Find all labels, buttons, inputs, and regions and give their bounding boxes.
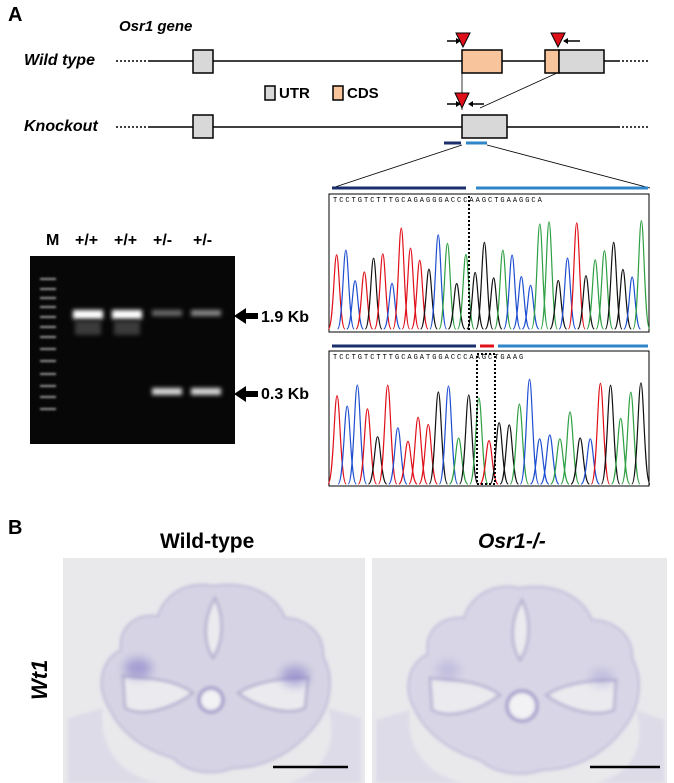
trace-peak	[367, 436, 388, 485]
chromatograms	[327, 186, 651, 487]
gel-image	[30, 256, 235, 444]
wt-exon3-cds	[544, 49, 560, 74]
trace-peak	[355, 271, 374, 330]
zoom-line-right	[486, 144, 651, 189]
trace-peak	[540, 221, 558, 330]
trace-peak	[580, 438, 600, 485]
panel-a-letter: A	[8, 4, 23, 26]
top-traces	[327, 220, 651, 330]
trace-peak	[567, 222, 586, 330]
wt-primer-f-1-head	[456, 38, 461, 44]
trace-peak	[337, 405, 357, 485]
trace-peak	[550, 438, 570, 485]
ko-exon1-utr	[192, 114, 214, 139]
trace-peak	[519, 378, 540, 485]
trace-peak	[509, 403, 530, 485]
gel-band-lane1-large	[73, 310, 103, 319]
knockout-label: Knockout	[24, 118, 98, 135]
gel-band-lane3-large	[152, 310, 182, 316]
wt-exon1-utr	[192, 49, 214, 74]
trace-peak	[346, 280, 364, 330]
row-label-wt1: Wt1	[27, 659, 52, 700]
ko-primer-r-head	[468, 101, 473, 107]
tissue-ko	[376, 585, 664, 783]
trace-peak	[418, 423, 438, 485]
legend-cds-swatch	[332, 85, 344, 101]
ko-cut-site	[454, 92, 470, 110]
trace-peak	[466, 271, 485, 330]
trace-peak	[521, 284, 540, 330]
trace-peak	[558, 257, 577, 330]
trace-peak	[378, 384, 398, 485]
gel-band-lane4-small	[191, 388, 221, 395]
bottom-sequence: TCCTGTCTTTGCAGATGGACCCAAGCTGAAG	[333, 354, 526, 362]
gel-lane-2-label: +/+	[114, 232, 138, 249]
gel-ladder	[40, 278, 56, 410]
gene-name: Osr1 gene	[119, 18, 193, 35]
trace-peak	[448, 437, 469, 485]
section-image-wild-type	[63, 558, 365, 783]
trace-peak	[484, 277, 503, 330]
gel-background	[30, 256, 235, 444]
trace-peak	[383, 282, 401, 330]
trace-peak	[631, 382, 651, 485]
tissue-wt	[68, 583, 361, 783]
trace-peak	[479, 440, 499, 485]
gel-marker-label: M	[46, 232, 60, 249]
bottom-traces	[327, 378, 651, 485]
gel-lane-4-label: +/-	[193, 232, 213, 249]
section-image-osr1-ko	[372, 558, 667, 783]
trace-peak	[438, 385, 459, 485]
wt1-stain-wt	[124, 658, 309, 686]
trace-peak	[529, 438, 550, 485]
trace-peak	[499, 424, 519, 485]
trace-peak	[398, 440, 418, 485]
gene-structure-diagram	[116, 32, 651, 189]
column-title-wild-type: Wild-type	[160, 530, 255, 553]
trace-peak	[447, 282, 466, 330]
trace-peak	[438, 242, 457, 330]
gel-lane-1-label: +/+	[75, 232, 99, 249]
ko-primer-f-head	[456, 101, 461, 107]
trace-peak	[623, 276, 642, 330]
band-label-small: 0.3 Kb	[261, 386, 310, 403]
wt1-stain-ko	[436, 661, 614, 687]
gel-lane-3-label: +/-	[153, 232, 173, 249]
legend-utr-label: UTR	[279, 85, 310, 102]
trace-peak	[469, 397, 489, 485]
wt-exon3-utr	[558, 49, 605, 74]
band-label-large: 1.9 Kb	[261, 309, 310, 326]
zoom-line-left	[331, 144, 463, 189]
arrow-1-9kb	[234, 308, 258, 324]
legend-cds-label: CDS	[347, 85, 379, 102]
wild-type-label: Wild type	[24, 52, 95, 69]
band-arrows	[234, 308, 258, 402]
wt-exon2-cds	[461, 49, 503, 74]
gel-smear-lane1	[75, 321, 101, 335]
trace-peak	[549, 279, 568, 330]
gel-smear-lane2	[114, 321, 140, 335]
trace-peak	[420, 268, 438, 330]
top-sequence: TCCTGTCTTTGCAGAGGGACCCAAGCTGAAGGCA	[333, 197, 544, 205]
ko-fused-exon	[461, 114, 508, 139]
wt-cut-site-2	[550, 32, 566, 49]
arrow-0-3kb	[234, 386, 258, 402]
legend-utr-swatch	[264, 85, 276, 101]
column-title-osr1-ko: Osr1-/-	[478, 530, 546, 553]
gel-band-lane3-small	[152, 388, 182, 395]
trace-peak	[610, 417, 631, 485]
trace-peak	[632, 220, 651, 330]
wt-cut-site-1	[455, 32, 471, 49]
connector-2	[479, 72, 558, 109]
gel-band-lane2-large	[112, 310, 142, 319]
trace-peak	[577, 275, 595, 330]
panel-b-letter: B	[8, 517, 23, 539]
gel-band-lane4-large	[191, 310, 221, 316]
wt-primer-r-1-head	[563, 38, 568, 44]
bottom-chromatogram-box	[328, 350, 650, 487]
bottom-insertion-box	[476, 353, 496, 485]
